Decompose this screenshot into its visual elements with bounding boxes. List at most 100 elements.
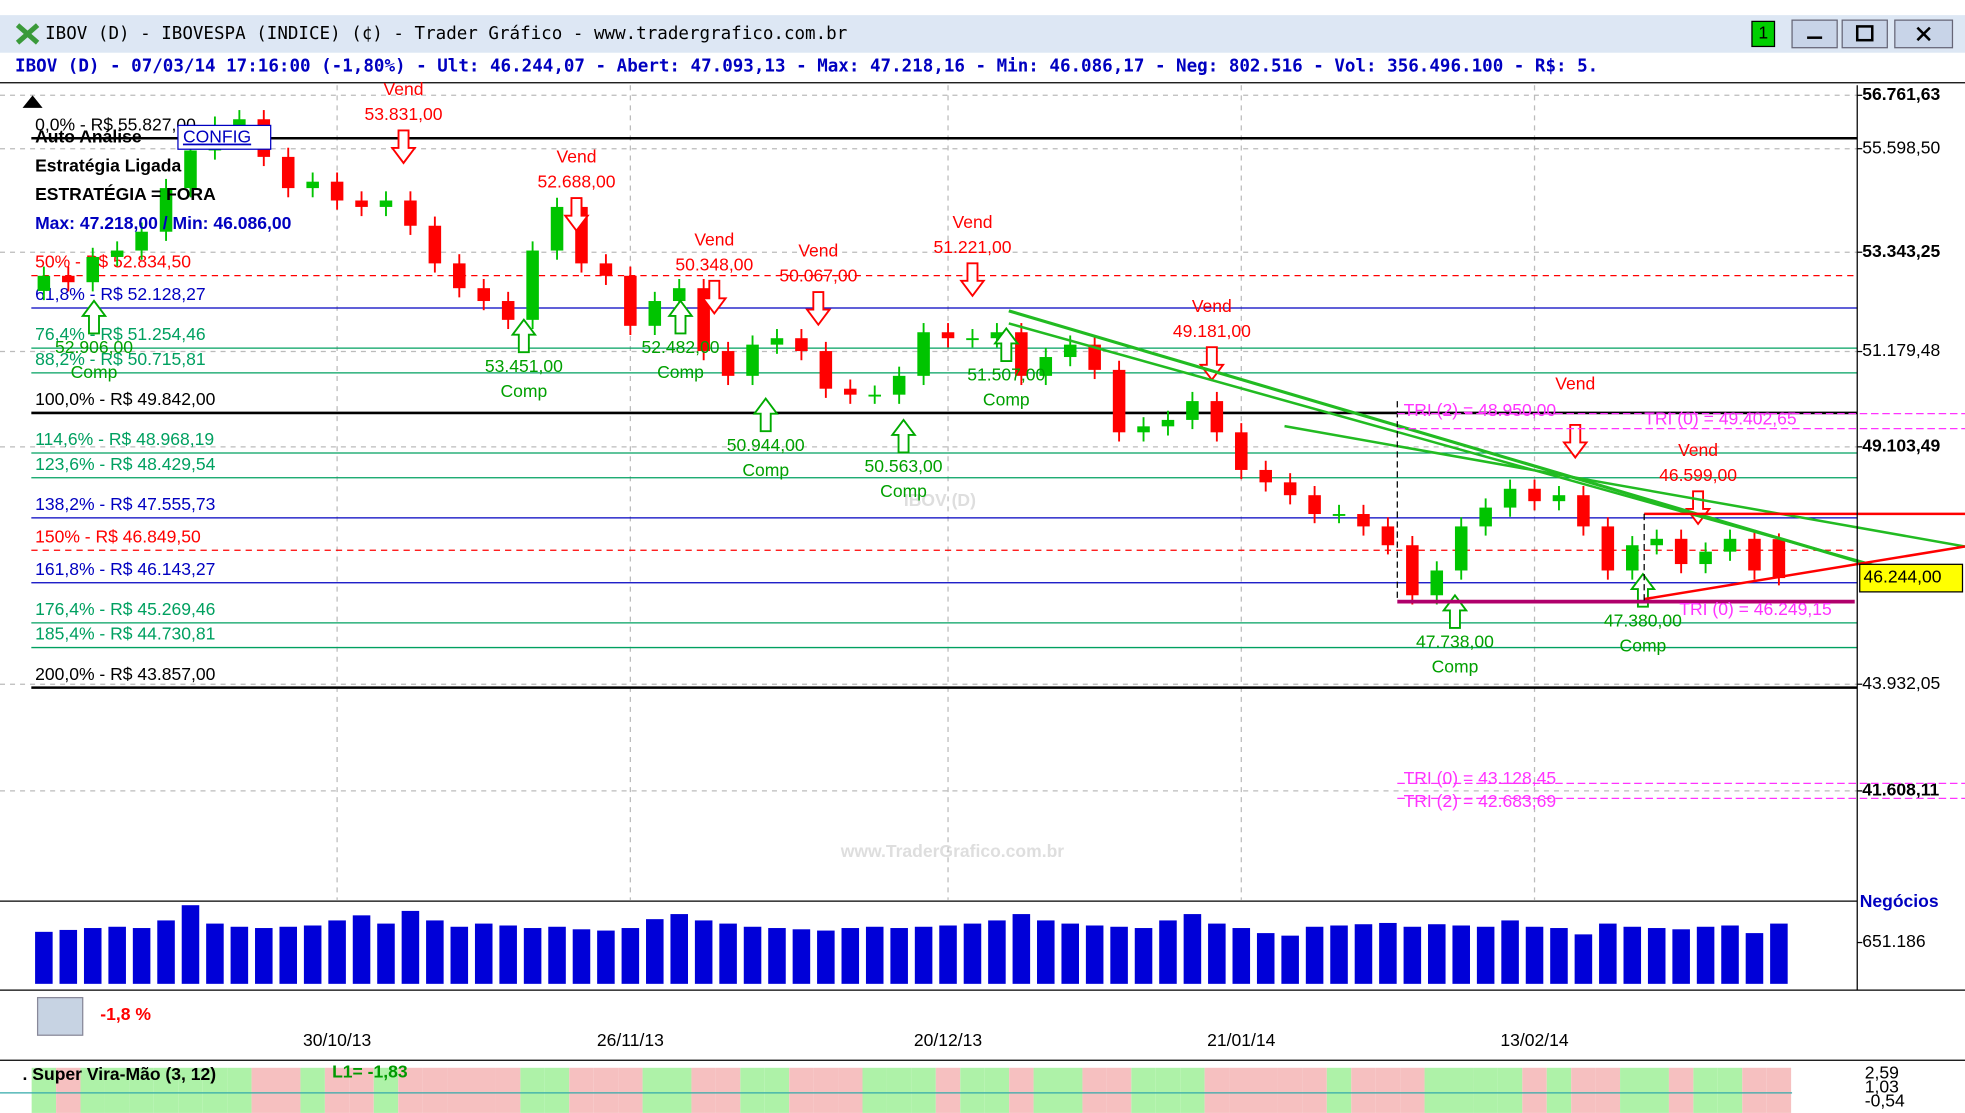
indicator-strip xyxy=(1277,1067,1303,1113)
tri-label: TRI (0) = 46.249,15 xyxy=(1679,599,1832,619)
config-button[interactable] xyxy=(177,124,272,150)
buy-label: Comp xyxy=(1432,657,1479,677)
volume-bar xyxy=(230,926,249,984)
indicator-strip xyxy=(1204,1067,1230,1113)
indicator-strip xyxy=(984,1067,1010,1113)
volume-bar xyxy=(963,923,982,984)
badge-text: 1 xyxy=(1758,23,1768,43)
volume-bar xyxy=(1085,925,1104,984)
candle-body xyxy=(135,231,148,251)
volume-bar xyxy=(1574,934,1593,984)
candle-body xyxy=(721,351,735,376)
indicator-strip xyxy=(813,1067,839,1113)
volume-bar xyxy=(1550,928,1568,984)
indicator-name: . Super Vira-Mão (3, 12) xyxy=(23,1064,217,1084)
strategy-on: Estratégia Ligada xyxy=(35,155,181,175)
candle-body xyxy=(1259,469,1272,483)
candle-body xyxy=(1674,538,1688,565)
candle-body xyxy=(1210,401,1224,433)
maximize-button[interactable] xyxy=(1841,19,1888,49)
indicator-strip xyxy=(471,1067,496,1113)
indicator-strips xyxy=(0,1067,1793,1113)
candle-body xyxy=(1357,514,1370,527)
indicator-strip xyxy=(1424,1067,1449,1113)
change: -1,8 % xyxy=(100,1004,151,1024)
candle-body xyxy=(648,301,662,326)
candle-body xyxy=(746,344,759,376)
trend-line xyxy=(1008,322,1893,572)
candle-body xyxy=(550,206,564,251)
sell-label: Vend xyxy=(798,241,838,261)
candle-body xyxy=(1112,369,1126,433)
indicator-strip xyxy=(80,1067,105,1113)
volume-bar xyxy=(132,928,151,984)
candle-body xyxy=(966,338,979,341)
indicator-strip xyxy=(1595,1067,1621,1113)
badge[interactable] xyxy=(1751,20,1776,48)
indicator-strip xyxy=(1400,1067,1425,1113)
candle-body xyxy=(1748,538,1761,571)
candle-body xyxy=(86,256,100,283)
indicator-strip xyxy=(520,1067,545,1113)
volume-bar xyxy=(1452,925,1470,984)
indicator-strip xyxy=(1302,1067,1327,1113)
fib-label: 150% - R$ 46.849,50 xyxy=(35,526,201,546)
indicator-strip xyxy=(618,1067,643,1113)
strategy-state: ESTRATÉGIA = FORA xyxy=(35,183,216,204)
indicator-strip xyxy=(1497,1067,1523,1113)
indicator-strip xyxy=(56,1067,81,1113)
sell-label: Vend xyxy=(1555,373,1595,393)
candle-body xyxy=(1088,344,1101,370)
indicator-strip xyxy=(960,1067,985,1113)
volume-bar xyxy=(1721,925,1739,984)
volume-bar xyxy=(792,929,811,984)
indicator-strip xyxy=(838,1067,863,1113)
indicator-strip xyxy=(1155,1067,1181,1113)
indicator-strip xyxy=(1693,1067,1718,1113)
candle-body xyxy=(1308,495,1321,515)
indicator-strip xyxy=(1644,1067,1669,1113)
tri-label: TRI (0) = 43.128,45 xyxy=(1404,768,1557,788)
buy-label: Comp xyxy=(500,381,547,401)
buy-price: 50.563,00 xyxy=(865,456,943,476)
volume-bar xyxy=(743,926,762,984)
indicator-strip xyxy=(1082,1067,1107,1113)
volume-bar xyxy=(83,928,102,984)
fib-label: 176,4% - R$ 45.269,46 xyxy=(35,599,215,619)
indicator-strip xyxy=(398,1067,423,1113)
indicator-strip xyxy=(495,1067,521,1113)
close-icon xyxy=(1916,26,1931,42)
indicator-strip xyxy=(1668,1067,1694,1113)
volume-bar xyxy=(1647,928,1666,984)
fib-label: 123,6% - R$ 48.429,54 xyxy=(35,454,216,474)
volume-title: Negócios xyxy=(1860,891,1939,911)
candle-body xyxy=(624,275,637,326)
volume-bar xyxy=(939,925,957,984)
fib-label: 61,8% - R$ 52.128,27 xyxy=(35,284,206,304)
volume-bar xyxy=(35,931,53,984)
scroll-up[interactable] xyxy=(22,95,43,108)
minimize-button[interactable] xyxy=(1791,19,1838,49)
candle-body xyxy=(1283,482,1297,496)
volume-bar xyxy=(572,929,591,984)
buy-arrow xyxy=(752,397,779,433)
indicator-strip xyxy=(104,1067,130,1113)
indicator-strip xyxy=(1473,1067,1498,1113)
candle-body xyxy=(110,250,124,257)
maximize-icon xyxy=(1855,25,1874,42)
indicator-strip xyxy=(1326,1067,1352,1113)
candle-body xyxy=(795,338,808,352)
x-tick-label: 26/11/13 xyxy=(597,1030,664,1050)
indicator-strip xyxy=(862,1067,887,1113)
sell-price: 46.599,00 xyxy=(1659,465,1737,485)
buy-arrow xyxy=(1629,572,1657,608)
candle-body xyxy=(355,200,368,207)
volume-bar xyxy=(1476,926,1495,984)
candle-body xyxy=(917,332,930,376)
triangle-line xyxy=(1643,545,1965,601)
candle-body xyxy=(477,288,490,302)
candle-body xyxy=(844,388,857,395)
candle-body xyxy=(1699,551,1712,565)
